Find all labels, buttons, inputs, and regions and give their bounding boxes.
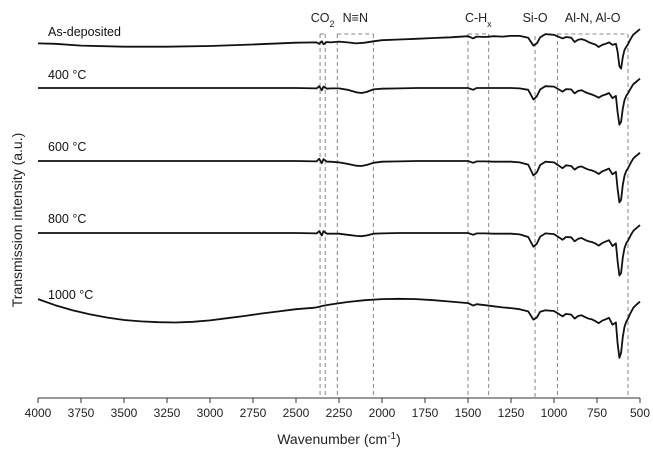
x-tick-label: 2750 (240, 406, 267, 420)
spectra (37, 28, 641, 359)
series-label-1: 400 °C (48, 68, 86, 82)
x-tick-label: 3250 (154, 406, 181, 420)
band-label: C-Hx (465, 11, 492, 29)
x-tick-label: 4000 (25, 406, 52, 420)
band-label: N≡N (343, 11, 368, 25)
x-tick-label: 500 (630, 406, 650, 420)
x-tick-label: 3000 (197, 406, 224, 420)
series-line-1 (38, 77, 641, 126)
band-1: N≡N (336, 11, 374, 398)
y-axis-title: Transmission intensity (a.u.) (9, 133, 25, 308)
series-line-0 (37, 28, 641, 70)
band-2: C-Hx (465, 11, 492, 398)
band-4: Al-N, Al-O (556, 11, 629, 398)
series-line-4 (37, 297, 641, 359)
series-labels: As-deposited 400 °C 600 °C 800 °C 1000 °C (48, 25, 121, 302)
series-label-3: 800 °C (48, 212, 86, 226)
x-tick-label: 3750 (68, 406, 95, 420)
x-tick-label: 3500 (111, 406, 138, 420)
band-3: Si-O (523, 11, 548, 398)
x-tick-label: 2250 (326, 406, 353, 420)
x-axis: 4000 3750 3500 3250 3000 2750 2500 2250 2000 1750… (25, 398, 650, 420)
series-label-0: As-deposited (48, 25, 121, 39)
series-label-4: 1000 °C (48, 288, 93, 302)
x-axis-title: Wavenumber (cm-1) (277, 431, 401, 448)
band-label: Si-O (523, 11, 548, 25)
band-0: CO2 (311, 11, 335, 398)
x-tick-label: 1250 (498, 406, 525, 420)
band-label: Al-N, Al-O (565, 11, 621, 25)
band-markers: CO2 N≡N C-Hx Si-O Al-N, Al-O (311, 11, 629, 398)
series-line-3 (38, 224, 641, 277)
band-label: CO2 (311, 11, 335, 29)
x-tick-label: 1500 (455, 406, 482, 420)
series-label-2: 600 °C (48, 140, 86, 154)
x-tick-label: 1000 (541, 406, 568, 420)
x-tick-label: 2500 (283, 406, 310, 420)
x-axis-title-unit-exponent: -1 (387, 431, 396, 442)
x-tick-label: 2000 (369, 406, 396, 420)
series-line-2 (38, 152, 641, 204)
x-tick-label: 1750 (412, 406, 439, 420)
x-tick-label: 750 (587, 406, 607, 420)
